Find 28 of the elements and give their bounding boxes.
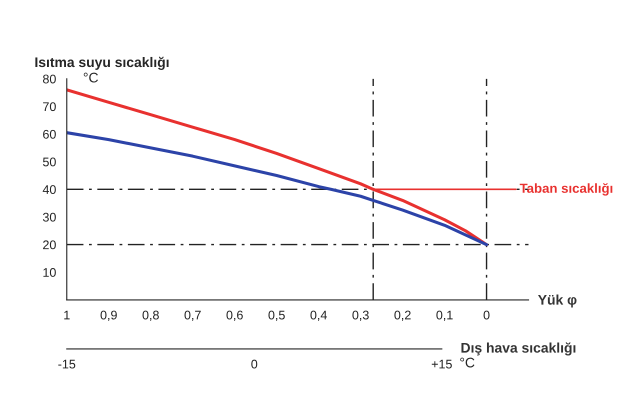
x-tick-label: 0,3 <box>352 310 369 321</box>
x-tick-label: 0,5 <box>268 310 285 321</box>
text: °C <box>460 358 474 368</box>
x2-tick-label: 0 <box>251 360 258 369</box>
series-label: Taban sıcaklığı <box>520 183 612 196</box>
x-tick-label: 0,9 <box>100 310 117 321</box>
x-tick-label: 0,4 <box>310 310 327 321</box>
y-tick-label: 30 <box>42 212 56 222</box>
y-tick-label: 40 <box>42 185 56 194</box>
y-tick-label: 50 <box>42 158 56 166</box>
x-tick-label: 0,8 <box>142 310 159 321</box>
y-tick-label: 80 <box>42 74 56 84</box>
x-tick-label: 0,6 <box>226 310 243 321</box>
x-tick-label: 1 <box>64 310 70 320</box>
x-tick-label: 0,1 <box>436 310 453 321</box>
y-tick-label: 60 <box>43 130 56 139</box>
y-tick-label: 70 <box>43 102 56 112</box>
x-tick-label: 0,7 <box>184 310 201 321</box>
y-axis-title: Isıtma suyu sıcaklığı <box>35 56 169 70</box>
y-tick-label: 20 <box>43 240 56 250</box>
x-tick-label: 0,2 <box>394 310 411 321</box>
annotation: °C <box>84 72 98 83</box>
x-axis-title: Yük φ <box>538 294 576 308</box>
x2-axis-title: Dış hava sıcaklığı <box>461 342 576 356</box>
x2-tick-label: -15 <box>58 360 76 369</box>
y-tick-label: 10 <box>43 268 56 277</box>
x-tick-label: 0 <box>484 310 490 320</box>
x2-tick-label: +15 <box>432 360 452 369</box>
